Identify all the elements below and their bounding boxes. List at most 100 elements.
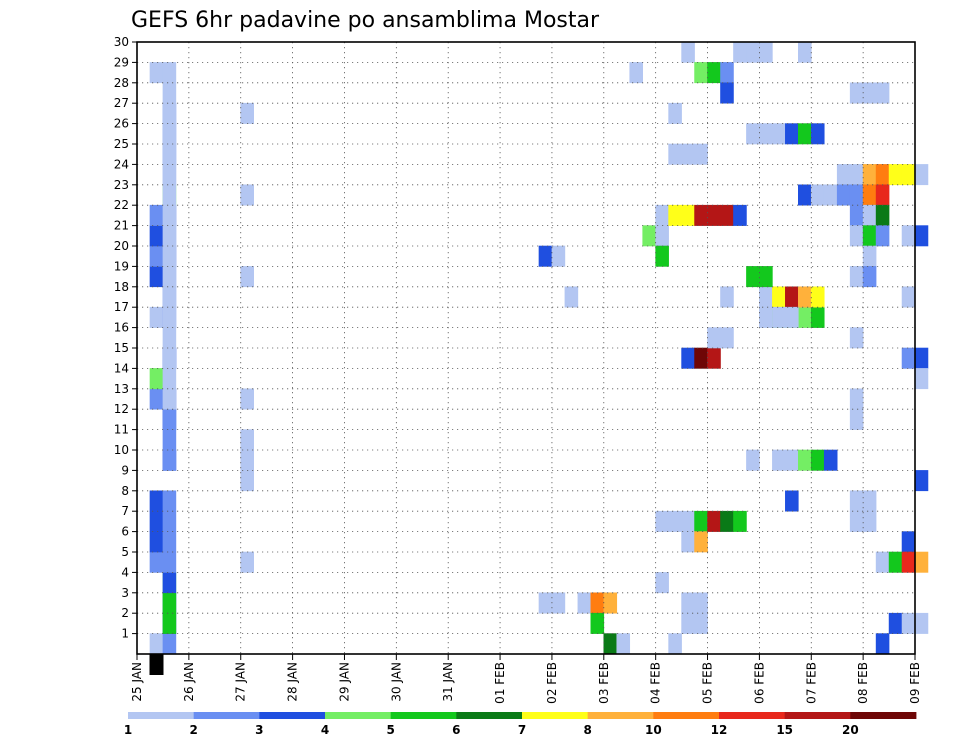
precip-cell <box>862 225 877 247</box>
precip-cell <box>655 204 669 226</box>
heatmap-cells <box>149 41 929 675</box>
precip-cell <box>681 592 695 614</box>
y-tick-label: 24 <box>114 157 129 171</box>
y-tick-label: 5 <box>121 545 129 559</box>
precip-cell <box>162 123 177 145</box>
y-tick-label: 23 <box>114 178 129 192</box>
x-tick-label: 06 FEB <box>752 662 766 704</box>
precip-cell <box>862 82 877 104</box>
precip-cell <box>759 266 773 288</box>
precip-cell <box>681 510 695 532</box>
colorbar-label: 4 <box>321 723 329 737</box>
precip-cell <box>746 449 760 471</box>
x-tick-label: 04 FEB <box>649 662 663 704</box>
precip-cell <box>162 204 177 226</box>
precip-cell <box>162 347 177 369</box>
precip-cell <box>149 633 164 655</box>
precip-cell <box>875 551 890 573</box>
precip-cell <box>707 204 721 226</box>
colorbar-segment <box>128 712 195 719</box>
precip-cell <box>901 347 916 369</box>
precip-cell <box>720 327 734 349</box>
precip-cell <box>810 286 825 308</box>
y-tick-label: 19 <box>114 259 129 273</box>
precip-cell <box>668 633 682 655</box>
y-tick-label: 13 <box>114 382 129 396</box>
colorbar-label: 3 <box>255 723 263 737</box>
colorbar-label: 10 <box>645 723 662 737</box>
colorbar-segment <box>456 712 523 719</box>
precip-cell <box>759 41 773 63</box>
precip-cell <box>149 62 164 84</box>
y-tick-label: 28 <box>114 76 129 90</box>
precip-cell <box>914 225 929 247</box>
precip-cell <box>538 592 553 614</box>
precip-cell <box>849 225 864 247</box>
precip-cell <box>798 123 812 145</box>
precip-cell <box>603 592 618 614</box>
precip-cell <box>720 62 734 84</box>
precip-cell <box>901 164 916 186</box>
x-tick-label: 03 FEB <box>597 662 611 704</box>
precip-cell <box>629 62 643 84</box>
precip-cell <box>694 204 708 226</box>
precip-cell <box>162 408 177 430</box>
precip-cell <box>655 510 669 532</box>
x-tick-label: 28 JAN <box>286 662 300 702</box>
precip-cell <box>901 531 916 553</box>
precip-cell <box>914 612 929 634</box>
precip-cell <box>914 368 929 390</box>
precip-cell <box>577 592 592 614</box>
precip-cell <box>162 551 177 573</box>
precip-cell <box>707 62 721 84</box>
precip-cell <box>914 347 929 369</box>
precip-cell <box>162 572 177 594</box>
precip-cell <box>914 470 929 492</box>
precip-cell <box>901 551 916 573</box>
precip-cell <box>162 62 177 84</box>
y-tick-label: 26 <box>114 117 129 131</box>
precip-cell <box>810 123 825 145</box>
y-tick-label: 2 <box>121 606 129 620</box>
colorbar-segment <box>587 712 654 719</box>
precip-cell <box>149 653 164 675</box>
colorbar-segment <box>653 712 720 719</box>
precip-cell <box>759 123 773 145</box>
precip-cell <box>810 449 825 471</box>
y-tick-label: 12 <box>114 402 129 416</box>
precip-cell <box>849 164 864 186</box>
precip-cell <box>694 347 708 369</box>
precip-cell <box>733 510 747 532</box>
precip-cell <box>759 286 773 308</box>
precip-cell <box>162 388 177 410</box>
precip-cell <box>798 286 812 308</box>
precip-cell <box>668 510 682 532</box>
y-tick-label: 21 <box>114 219 129 233</box>
precip-cell <box>162 286 177 308</box>
x-tick-label: 26 JAN <box>182 662 196 702</box>
precip-cell <box>162 266 177 288</box>
precip-cell <box>240 429 254 451</box>
y-tick-label: 3 <box>121 586 129 600</box>
precip-cell <box>149 204 164 226</box>
colorbar-label: 15 <box>776 723 793 737</box>
x-tick-label: 07 FEB <box>804 662 818 704</box>
precip-cell <box>875 204 890 226</box>
precip-cell <box>901 612 916 634</box>
x-tick-label: 30 JAN <box>389 662 403 702</box>
precip-cell <box>849 327 864 349</box>
precip-cell <box>862 184 877 206</box>
precip-cell <box>823 184 838 206</box>
precip-cell <box>707 347 721 369</box>
precip-cell <box>888 164 903 186</box>
precip-cell <box>707 327 721 349</box>
x-tick-label: 05 FEB <box>701 662 715 704</box>
y-tick-label: 25 <box>114 137 129 151</box>
y-tick-label: 4 <box>121 565 129 579</box>
y-tick-label: 10 <box>114 443 129 457</box>
precip-cell <box>772 306 786 328</box>
precip-cell <box>875 184 890 206</box>
precip-cell <box>668 102 682 124</box>
colorbar-segment <box>719 712 786 719</box>
colorbar-label: 7 <box>518 723 526 737</box>
